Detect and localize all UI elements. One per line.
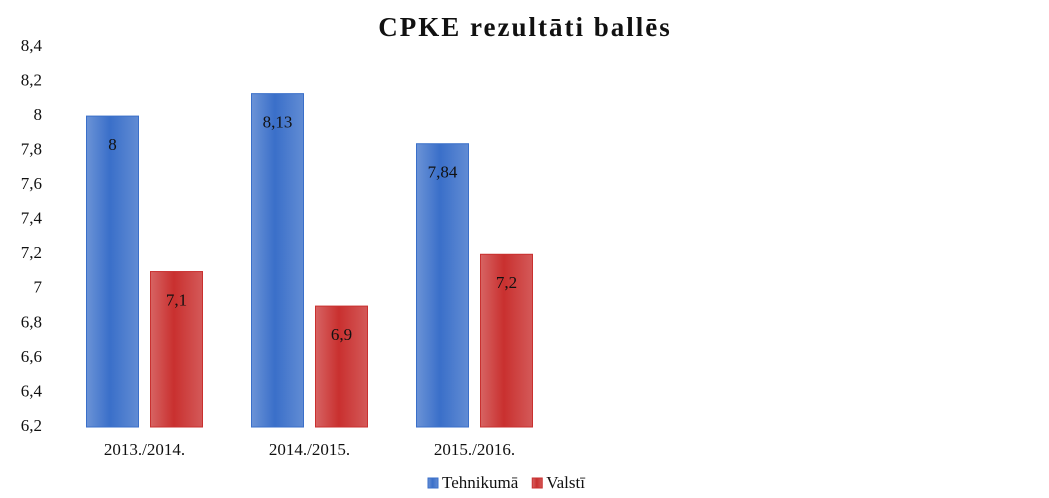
y-tick-label: 6,2	[21, 416, 42, 435]
data-label: 8,13	[263, 113, 293, 132]
legend-label: Valstī	[546, 473, 585, 492]
bar	[480, 253, 533, 428]
x-tick-label: 2015./2016.	[434, 440, 515, 459]
y-tick-label: 6,4	[21, 381, 43, 400]
y-tick-label: 8,2	[21, 70, 42, 89]
bar	[150, 271, 203, 428]
data-label: 6,9	[331, 325, 352, 344]
legend-swatch	[427, 477, 439, 489]
x-tick-label: 2014./2015.	[269, 440, 350, 459]
data-label: 7,2	[496, 273, 517, 292]
legend-swatch	[531, 477, 543, 489]
bar	[416, 143, 469, 428]
y-tick-label: 6,8	[21, 312, 42, 331]
y-tick-label: 7,8	[21, 140, 42, 159]
bar	[86, 115, 139, 428]
y-tick-label: 7,4	[21, 209, 43, 228]
y-tick-label: 7,2	[21, 243, 42, 262]
y-tick-label: 8,4	[21, 36, 43, 55]
x-tick-label: 2013./2014.	[104, 440, 185, 459]
y-tick-label: 6,6	[21, 347, 42, 366]
data-label: 8	[108, 135, 117, 154]
data-label: 7,84	[428, 163, 458, 182]
chart-title: CPKE rezultāti ballēs	[378, 12, 671, 42]
bar	[315, 305, 368, 428]
y-tick-label: 7	[34, 278, 43, 297]
legend-label: Tehnikumā	[442, 473, 519, 492]
bar	[251, 93, 304, 428]
y-tick-label: 8	[34, 105, 43, 124]
y-tick-label: 7,6	[21, 174, 42, 193]
data-label: 7,1	[166, 290, 187, 309]
